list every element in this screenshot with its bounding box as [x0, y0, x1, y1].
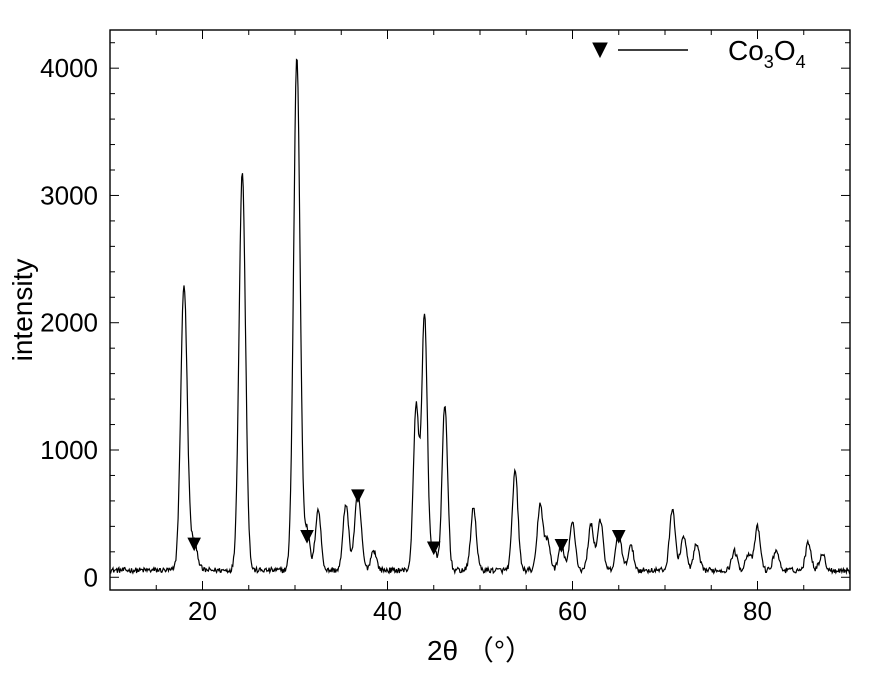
legend-label: Co3O4 — [728, 35, 806, 72]
chart-svg: 20 40 60 80 0 1000 2000 3000 4000 2θ （°） intensity… — [0, 0, 875, 682]
peak-marker-icon — [352, 490, 364, 502]
y-tick-label: 3000 — [40, 180, 98, 210]
peak-marker-icon — [613, 531, 625, 543]
x-tick-label: 20 — [188, 596, 217, 626]
legend-marker-icon — [593, 43, 607, 57]
peak-marker-icon — [188, 538, 200, 550]
peak-marker-icon — [555, 539, 567, 551]
xrd-trace — [110, 60, 850, 574]
x-axis-label: 2θ （°） — [427, 635, 533, 666]
xrd-chart: 20 40 60 80 0 1000 2000 3000 4000 2θ （°） intensity… — [0, 0, 875, 682]
peak-marker-icon — [301, 531, 313, 543]
plot-frame — [110, 30, 850, 590]
x-tick-label: 40 — [373, 596, 402, 626]
y-axis-label: intensity — [7, 259, 38, 362]
x-tick-label: 60 — [558, 596, 587, 626]
y-tick-label: 4000 — [40, 53, 98, 83]
y-tick-label: 2000 — [40, 308, 98, 338]
y-tick-label: 0 — [84, 562, 98, 592]
y-tick-label: 1000 — [40, 435, 98, 465]
x-tick-label: 80 — [743, 596, 772, 626]
